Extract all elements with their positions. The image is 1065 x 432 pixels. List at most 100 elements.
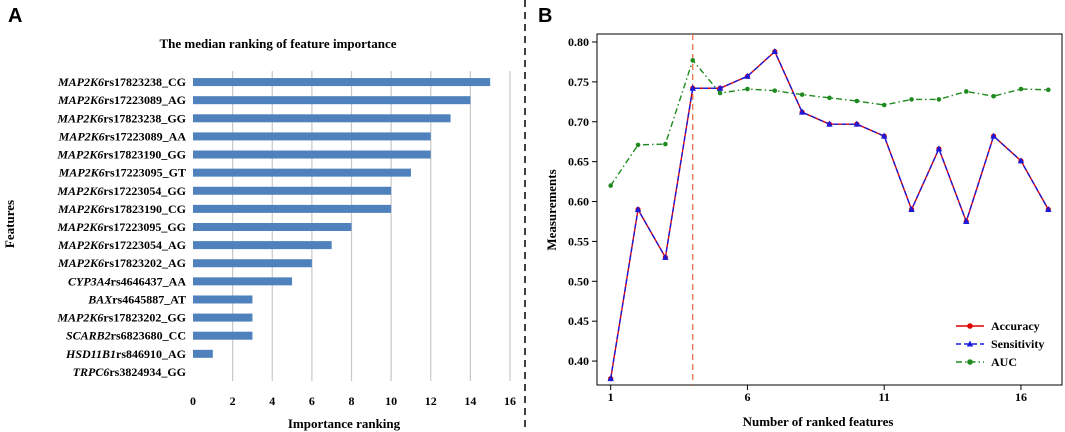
feature-snp: rs17823238_GG <box>103 111 186 125</box>
data-point <box>963 89 969 94</box>
feature-snp: rs17223089_AG <box>104 93 186 107</box>
feature-label: MAP2K6rs17223089_AA <box>58 129 187 143</box>
bar <box>193 150 431 159</box>
x-tick-label: 6 <box>309 394 315 408</box>
feature-label: HSD11B1rs846910_AG <box>65 347 186 361</box>
feature-gene: MAP2K6 <box>56 184 103 198</box>
feature-gene: MAP2K6 <box>57 238 104 252</box>
feature-label: MAP2K6rs17223054_GG <box>56 184 186 198</box>
data-point <box>772 88 778 93</box>
feature-gene: BAX <box>87 292 113 306</box>
bar <box>193 132 431 141</box>
feature-gene: MAP2K6 <box>58 166 105 180</box>
data-point <box>663 141 668 147</box>
feature-snp: rs17223095_GT <box>105 166 186 180</box>
x-tick-label: 16 <box>504 394 516 408</box>
data-point <box>936 97 942 102</box>
panel-b-legend: Accuracy Sensitivity AUC <box>956 319 1044 369</box>
y-tick-label: 0.65 <box>568 155 589 169</box>
legend-label: AUC <box>991 355 1017 369</box>
data-point <box>1018 86 1024 92</box>
feature-label: SCARB2rs6823680_CC <box>66 329 186 343</box>
x-tick-label: 11 <box>879 390 890 404</box>
data-point <box>607 375 614 382</box>
feature-gene: MAP2K6 <box>57 93 104 107</box>
feature-snp: rs846910_AG <box>116 347 186 361</box>
feature-snp: rs17223054_GG <box>103 184 186 198</box>
data-point <box>634 206 642 212</box>
data-point <box>799 92 805 97</box>
series-line-accuracy <box>609 50 1049 379</box>
panel-b-series <box>607 48 1052 382</box>
x-tick-label: 16 <box>1015 390 1027 404</box>
y-tick-label: 0.60 <box>568 195 589 209</box>
feature-label: MAP2K6rs17223089_AG <box>57 93 186 107</box>
bar <box>193 223 352 231</box>
x-tick-label: 12 <box>425 394 437 408</box>
data-point <box>798 108 806 115</box>
data-point <box>854 98 860 104</box>
bar <box>193 331 253 340</box>
series-line-sensitivity <box>609 50 1049 379</box>
data-point <box>745 86 750 92</box>
y-tick-label: 0.45 <box>568 314 589 328</box>
y-tick-label: 0.80 <box>568 35 589 49</box>
data-point <box>991 93 996 99</box>
feature-gene: MAP2K6 <box>57 75 104 89</box>
bar <box>193 114 451 123</box>
feature-label: BAXrs4645887_AT <box>87 292 186 306</box>
data-point <box>608 183 613 188</box>
x-tick-label: 10 <box>385 394 397 408</box>
bar <box>193 349 213 358</box>
feature-label: MAP2K6rs17223054_AG <box>57 238 186 252</box>
feature-gene: CYP3A4 <box>68 274 111 288</box>
panel-a-bars <box>193 78 491 358</box>
feature-gene: MAP2K6 <box>56 311 103 325</box>
data-point <box>689 84 696 91</box>
panel-b-x-label: Number of ranked features <box>743 414 894 429</box>
data-point <box>881 132 888 139</box>
data-point <box>716 84 724 91</box>
legend-marker <box>966 340 974 347</box>
bar <box>193 295 253 304</box>
data-point <box>853 120 861 127</box>
series-line-auc <box>610 58 1049 186</box>
feature-snp: rs17823202_GG <box>103 311 186 325</box>
feature-gene: MAP2K6 <box>56 111 103 125</box>
panel-a-y-label: Features <box>2 200 17 248</box>
feature-snp: rs17823190_CG <box>104 202 186 216</box>
feature-gene: MAP2K6 <box>57 202 104 216</box>
feature-label: MAP2K6rs17823190_CG <box>57 202 186 216</box>
x-tick-label: 14 <box>464 394 476 408</box>
feature-gene: TRPC6 <box>73 365 110 379</box>
x-tick-label: 8 <box>349 394 355 408</box>
feature-snp: rs17223089_AA <box>105 129 187 143</box>
feature-gene: MAP2K6 <box>58 129 105 143</box>
feature-label: MAP2K6rs17823238_CG <box>57 75 186 89</box>
data-point <box>635 142 641 148</box>
x-tick-label: 6 <box>744 390 750 404</box>
feature-label: MAP2K6rs17823202_GG <box>56 311 186 325</box>
bar <box>193 78 491 87</box>
x-tick-label: 2 <box>230 394 236 408</box>
feature-label: MAP2K6rs17823190_GG <box>56 148 186 162</box>
panel-b-x-ticks: 1 6 11 16 <box>608 385 1027 404</box>
panel-a-x-ticks: 0 2 4 6 8 10 12 14 16 <box>190 394 516 408</box>
bar <box>193 96 471 105</box>
feature-gene: MAP2K6 <box>56 220 103 234</box>
panel-a-x-label: Importance ranking <box>288 416 401 431</box>
feature-label: MAP2K6rs17823238_GG <box>56 111 186 125</box>
data-point <box>690 58 696 63</box>
feature-snp: rs17223054_AG <box>104 238 186 252</box>
panel-a-letter: A <box>8 5 22 27</box>
panel-b-y-label: Measurements <box>544 169 559 250</box>
x-tick-label: 1 <box>608 390 614 404</box>
data-point <box>935 145 943 152</box>
bar <box>193 241 332 250</box>
y-tick-label: 0.40 <box>568 354 589 368</box>
feature-snp: rs3824934_GG <box>109 365 186 379</box>
data-point <box>963 217 970 224</box>
feature-gene: SCARB2 <box>66 329 111 343</box>
